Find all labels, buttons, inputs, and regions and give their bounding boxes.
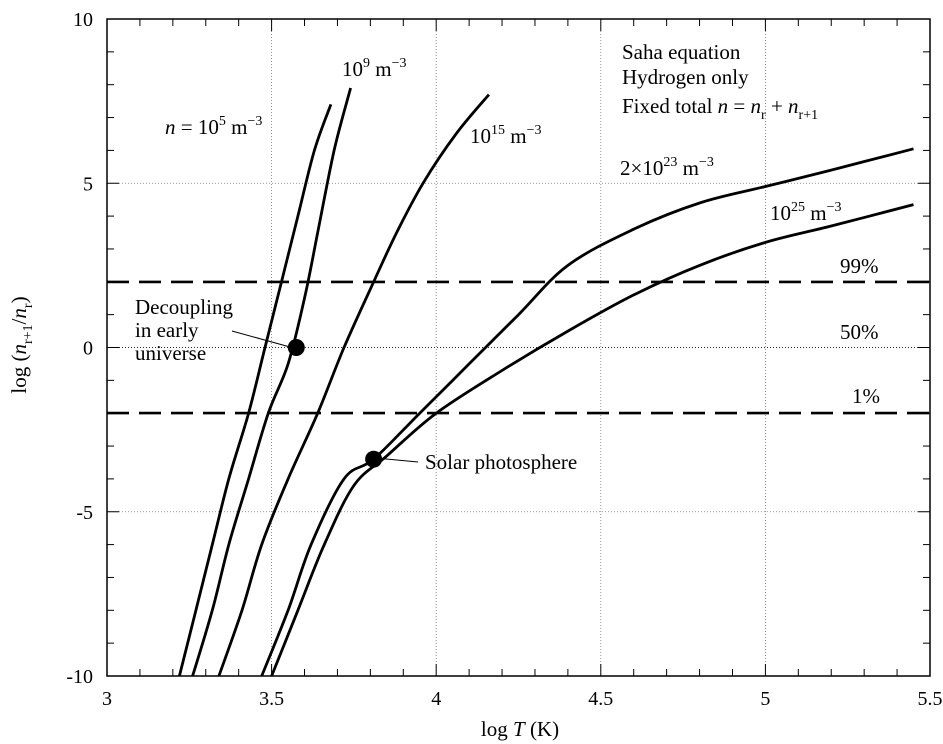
marker-label-photosphere: Solar photosphere (425, 450, 577, 474)
series-label-1e25: 1025 m−3 (770, 200, 842, 225)
marker-point-0 (287, 339, 305, 356)
x-tick-label-4: 5 (760, 688, 770, 710)
series-label-1e5: n = 105 m−3 (165, 114, 262, 139)
series-lines (178, 87, 914, 677)
series-line-2 (217, 93, 490, 677)
x-tick-label-0: 3 (102, 688, 112, 710)
x-axis-label: log T (K) (481, 717, 559, 741)
y-tick-label-2: 0 (83, 338, 93, 360)
minor-ticks (107, 19, 930, 676)
x-tick-label-3: 4.5 (588, 688, 613, 710)
ref-label-50: 50% (840, 320, 879, 344)
ref-label-99: 99% (840, 254, 879, 278)
series-line-4 (270, 203, 914, 677)
series-line-3 (260, 147, 914, 677)
info-line-3: Fixed total n = nr + nr+1 (622, 94, 818, 123)
y-tick-label-0: -10 (66, 666, 93, 688)
y-axis-label: log (nr+1/nr) (7, 296, 36, 393)
ref-label-1: 1% (852, 384, 880, 408)
y-tick-label-4: 10 (73, 9, 93, 31)
y-tick-label-3: 5 (83, 173, 93, 195)
series-label-1e9: 109 m−3 (342, 56, 407, 81)
info-line-1: Saha equation (622, 40, 741, 64)
marker-point-1 (365, 450, 383, 468)
series-label-1e15: 1015 m−3 (470, 123, 542, 148)
x-tick-label-1: 3.5 (259, 688, 284, 710)
series-line-0 (178, 103, 333, 677)
series-line-1 (191, 87, 352, 677)
plot-frame (106, 18, 931, 677)
reference-lines (107, 280, 930, 415)
y-tick-label-1: -5 (76, 502, 93, 524)
x-tick-label-5: 5.5 (918, 688, 943, 710)
x-tick-label-2: 4 (431, 688, 441, 710)
marker-leader-photosphere (374, 457, 419, 463)
tick-labels: 3 3.5 4 4.5 5 5.5 -10 -5 0 5 10 (66, 9, 942, 710)
marker-leader-decoupling (231, 330, 291, 348)
series-label-2e23: 2×1023 m−3 (620, 155, 714, 180)
marker-label-decoupling: Decoupling in early universe (135, 295, 238, 365)
markers (287, 339, 383, 468)
info-line-2: Hydrogen only (622, 65, 749, 89)
